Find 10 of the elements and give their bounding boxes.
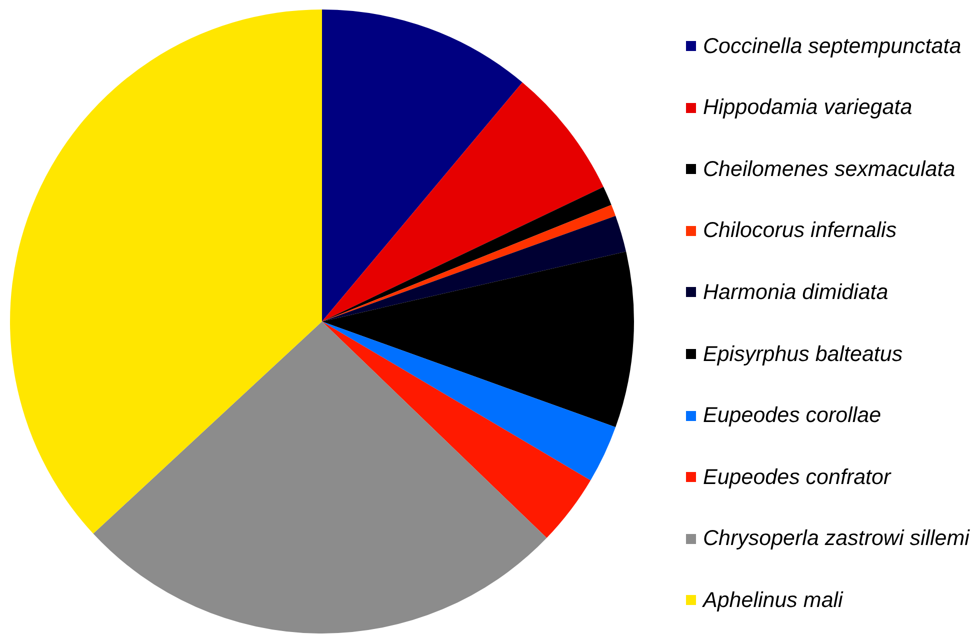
legend-label: Eupeodes confrator — [703, 464, 891, 490]
legend-label: Chilocorus infernalis — [703, 218, 897, 244]
legend-label: Coccinella septempunctata — [703, 34, 962, 58]
legend-label: Harmonia dimidiata — [703, 280, 888, 305]
legend-label: Cheilomenes sexmaculata — [703, 156, 956, 182]
legend-label: Eupeodes corollae — [703, 403, 882, 428]
legend-label: Chrysoperla zastrowi sillemi — [703, 526, 970, 552]
legend-label: Hippodamia variegata — [703, 95, 912, 120]
legend-label: Episyrphus balteatus — [703, 342, 903, 366]
legend-label: Aphelinus mali — [703, 588, 843, 613]
